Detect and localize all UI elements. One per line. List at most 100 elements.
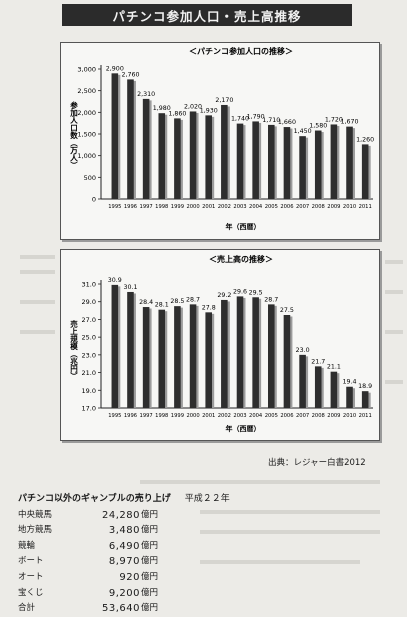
x-tick-label: 2009 [327, 413, 340, 419]
y-tick-label: 3,000 [77, 66, 96, 74]
data-label: 1,580 [309, 123, 327, 130]
x-tick-label: 1996 [124, 204, 137, 210]
data-label: 1,670 [341, 119, 359, 126]
bar [142, 307, 150, 408]
bar [221, 104, 228, 199]
data-label: 1,710 [262, 117, 280, 124]
x-tick-label: 2003 [233, 413, 246, 419]
data-label: 1,720 [325, 116, 343, 123]
data-label: 28.7 [264, 296, 278, 303]
y-axis-label: 参加人口数（万人） [69, 100, 78, 169]
bar [361, 391, 369, 408]
gambling-header: パチンコ以外のギャンブルの売り上げ 平成２２年 [18, 492, 230, 508]
x-tick-label: 2004 [249, 413, 263, 419]
sales-chart-panel: ＜売上高の推移＞ 17.0 19.0 21.0 23.0 25.0 27.0 29.0 31.0… [60, 249, 380, 441]
gambling-row: 競輪 6,490 億円 [18, 539, 230, 555]
bar [174, 118, 181, 199]
x-axis-label: 年（西暦） [226, 222, 261, 231]
bar [205, 115, 212, 199]
gambling-unit: 億円 [141, 603, 159, 614]
data-label: 27.8 [202, 304, 216, 311]
gambling-unit: 億円 [141, 509, 159, 520]
bar [283, 315, 291, 408]
y-tick-label: 17.0 [82, 405, 96, 413]
source-note: 出典：レジャー白書2012 [268, 458, 366, 468]
x-tick-label: 2011 [359, 204, 372, 210]
x-tick-label: 1997 [140, 413, 153, 419]
gambling-unit: 億円 [141, 587, 159, 598]
bar [111, 284, 119, 408]
bar [236, 296, 244, 408]
gambling-unit: 億円 [141, 571, 159, 582]
bar [283, 127, 291, 199]
bar [268, 124, 275, 199]
x-tick-label: 1995 [108, 413, 121, 419]
gambling-value: 3,480 [108, 525, 140, 537]
x-tick-label: 1997 [140, 204, 153, 210]
bar [346, 126, 353, 199]
bar [346, 386, 353, 408]
gambling-unit: 億円 [141, 540, 159, 551]
gambling-unit: 億円 [141, 525, 159, 536]
data-label: 29.6 [233, 288, 247, 295]
participation-chart-panel: ＜パチンコ参加人口の推移＞ 0 500 1,000 1,500 2,000 2,500 3,0… [60, 42, 380, 240]
gambling-unit: 億円 [141, 556, 159, 567]
sales-chart: ＜売上高の推移＞ 17.0 19.0 21.0 23.0 25.0 27.0 29.0 31.0… [69, 254, 373, 433]
gambling-value: 53,640 [102, 603, 140, 615]
data-label: 27.5 [280, 307, 294, 314]
data-label: 19.4 [343, 379, 357, 386]
x-axis-label: 年（西暦） [226, 424, 261, 433]
x-tick-label: 2002 [218, 204, 231, 210]
x-tick-label: 2010 [343, 413, 356, 419]
y-tick-label: 0 [92, 196, 96, 204]
data-label: 2,170 [215, 97, 233, 104]
x-tick-label: 2008 [312, 204, 325, 210]
gambling-value: 6,490 [108, 540, 140, 552]
data-label: 21.1 [327, 364, 341, 371]
x-tick-label: 2006 [280, 204, 293, 210]
gambling-label: ボート [18, 556, 44, 567]
data-label: 21.7 [311, 358, 325, 365]
bar [252, 121, 259, 199]
data-label: 2,020 [184, 103, 202, 110]
bar [221, 299, 228, 408]
gambling-value: 920 [119, 571, 140, 583]
x-tick-label: 2001 [202, 204, 215, 210]
data-label: 2,900 [106, 65, 124, 72]
data-label: 1,860 [168, 110, 186, 117]
gambling-label: 中央競馬 [18, 509, 53, 520]
gambling-row: ボート 8,970 億円 [18, 554, 230, 570]
x-tick-label: 2001 [202, 413, 215, 419]
data-label: 30.9 [108, 277, 122, 284]
participation-chart: ＜パチンコ参加人口の推移＞ 0 500 1,000 1,500 2,000 2,500 3,0… [69, 46, 374, 231]
data-label: 28.4 [139, 299, 153, 306]
data-label: 23.0 [296, 347, 310, 354]
y-tick-label: 19.0 [82, 387, 96, 395]
data-label: 18.9 [358, 383, 372, 390]
gambling-label: オート [18, 571, 44, 582]
x-tick-label: 2007 [296, 204, 309, 210]
gambling-label: 競輪 [18, 540, 36, 551]
gambling-title: パチンコ以外のギャンブルの売り上げ [18, 494, 171, 504]
bar [158, 113, 166, 199]
gambling-row: 宝くじ 9,200 億円 [18, 586, 230, 602]
y-tick-label: 27.0 [82, 316, 96, 324]
gambling-row: 合計 53,640 億円 [18, 601, 230, 617]
y-tick-label: 1,500 [77, 131, 96, 139]
y-tick-label: 1,000 [77, 152, 96, 160]
data-label: 1,260 [356, 136, 374, 143]
x-tick-label: 2007 [296, 413, 309, 419]
x-tick-label: 1996 [124, 413, 137, 419]
data-label: 1,740 [231, 116, 249, 123]
data-label: 29.2 [217, 292, 231, 299]
gambling-rows: 中央競馬 24,280 億円 地方競馬 3,480 億円 競輪 6,490 億円 ボート 8,970… [18, 508, 230, 617]
bar [111, 73, 119, 199]
data-label: 2,760 [121, 71, 139, 78]
bar [314, 366, 322, 408]
x-tick-label: 2005 [265, 204, 278, 210]
x-tick-label: 2006 [280, 413, 293, 419]
bar [252, 297, 259, 408]
x-tick-label: 2005 [265, 413, 278, 419]
gambling-row: オート 920 億円 [18, 570, 230, 586]
